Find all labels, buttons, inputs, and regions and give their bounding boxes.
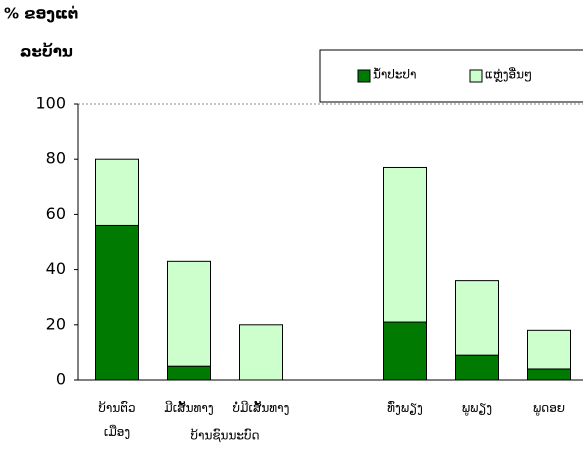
bar-segment — [455, 280, 499, 356]
bar-segment — [527, 329, 571, 370]
bar-segment — [527, 368, 571, 381]
x-tick-label: ພູພຽງ — [462, 401, 492, 416]
bar-segment — [167, 365, 211, 381]
bar-segment — [383, 166, 427, 323]
x-tick-label: ບໍ່ມີເສັ້ນທາງ — [233, 399, 290, 414]
x-tick-label: ມີເສັ້ນທາງ — [164, 399, 213, 414]
bar-segment — [95, 224, 139, 381]
bar-segment — [167, 260, 211, 367]
y-tick-label: 60 — [46, 204, 66, 223]
bar-segment — [455, 354, 499, 381]
chart-title: % ຂອງແຕ່ — [4, 5, 78, 23]
legend-label: ແຫຼ່ງອື່ນໆ — [485, 66, 532, 81]
legend-swatch — [469, 69, 483, 83]
bar-segment — [239, 324, 283, 381]
x-tick-label: ບ້ານຕົວເມືອງ — [98, 400, 135, 439]
x-tick-label: ທົ່ງພຽງ — [387, 400, 423, 414]
legend-label: ນ້ຳປະປາ — [373, 67, 416, 82]
y-tick-label: 100 — [35, 94, 66, 113]
chart-subtitle: ລະບ້ານ — [20, 42, 73, 61]
y-tick-label: 40 — [46, 259, 66, 278]
x-tick-label: ພູດອຍ — [533, 401, 565, 416]
group-label: ບ້ານຊົນນະບົດ — [190, 428, 259, 443]
y-tick-label: 20 — [46, 314, 66, 333]
y-tick-label: 80 — [46, 149, 66, 168]
legend-swatch — [357, 69, 371, 83]
y-tick-label: 0 — [56, 370, 66, 389]
bar-segment — [95, 158, 139, 226]
bar-segment — [383, 321, 427, 381]
